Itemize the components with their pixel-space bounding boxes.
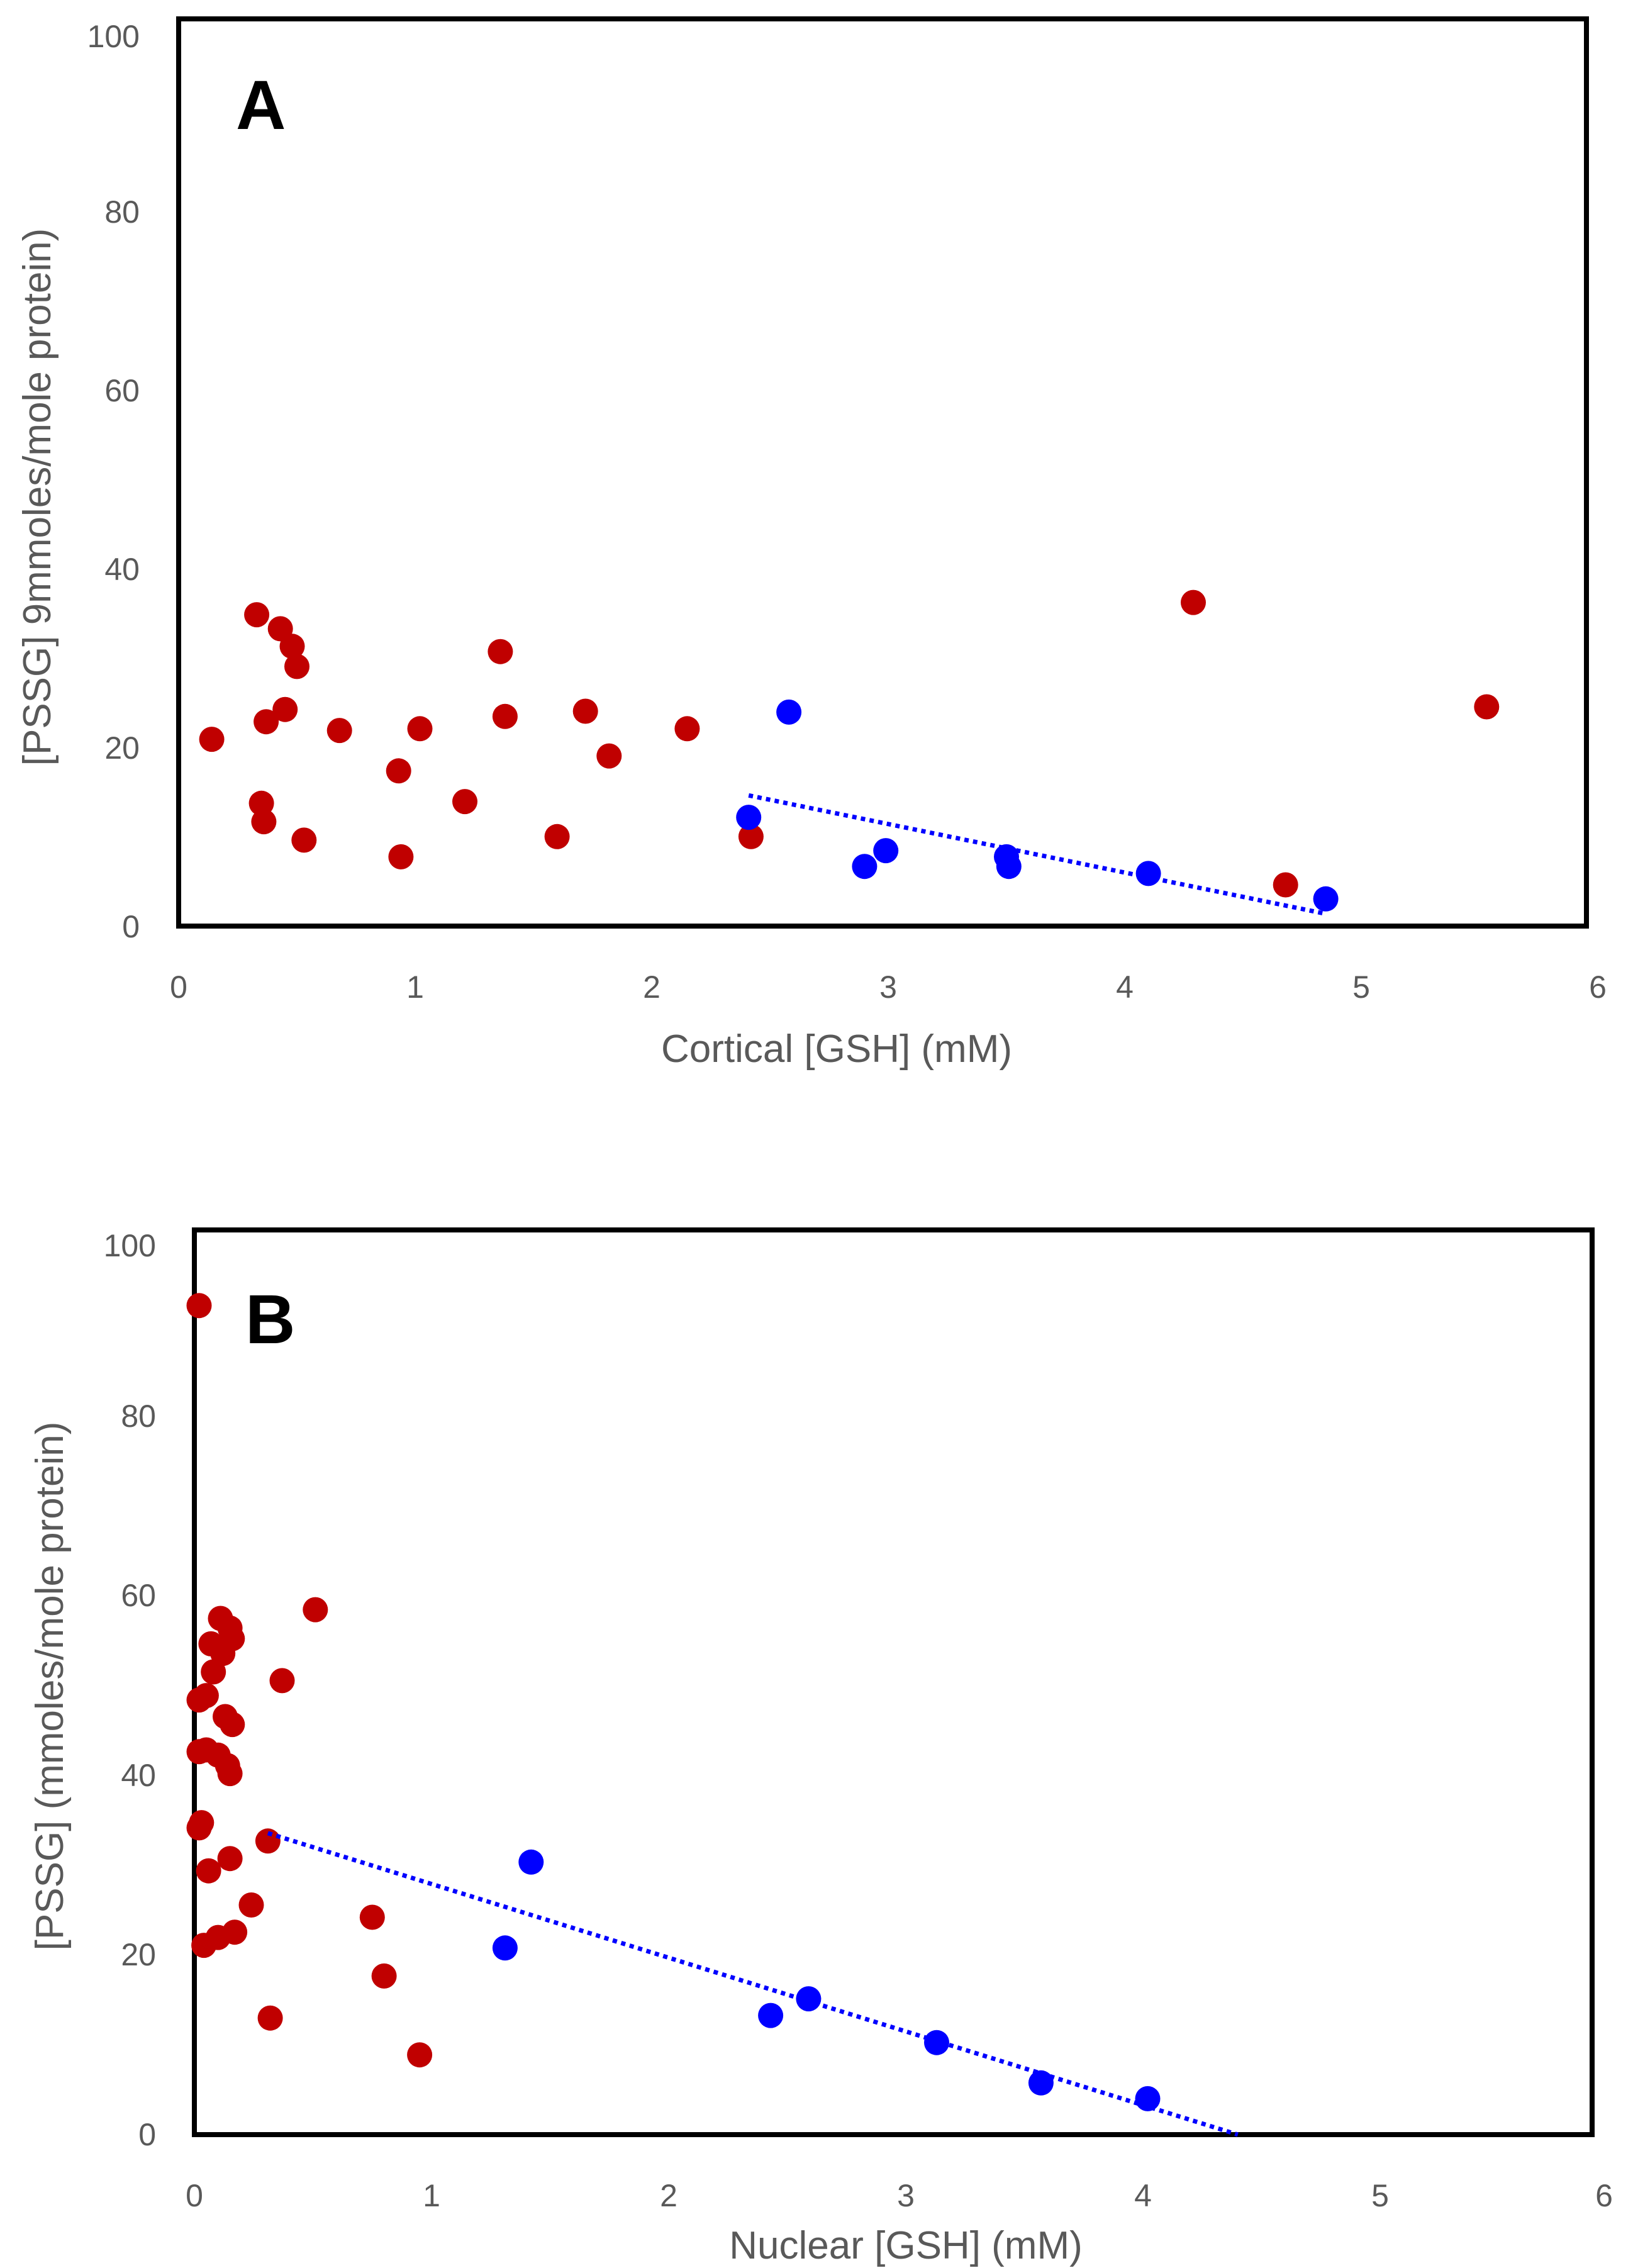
- chart-a-blue-point-0: [736, 805, 762, 830]
- chart-a-frame: [176, 16, 1589, 929]
- chart-a-red-point-6: [272, 696, 298, 722]
- chart-a-xtick-6: 6: [1589, 969, 1607, 1005]
- chart-a-red-point-14: [452, 789, 477, 815]
- chart-b-blue-point-2: [758, 2003, 784, 2028]
- chart-a-red-point-17: [544, 824, 570, 849]
- chart-b-red-point-24: [255, 1828, 281, 1854]
- chart-b-xtick-5: 5: [1371, 2178, 1389, 2213]
- chart-a-red-point-18: [572, 698, 598, 724]
- chart-a-xtick-2: 2: [643, 969, 660, 1005]
- chart-a-xtick-0: 0: [170, 969, 187, 1005]
- chart-b-blue-point-5: [1028, 2070, 1054, 2096]
- chart-b-xtick-0: 0: [186, 2178, 203, 2213]
- chart-a-red-point-24: [1474, 694, 1500, 720]
- chart-a-xtick-4: 4: [1116, 969, 1134, 1005]
- chart-a-x-axis-title: Cortical [GSH] (mM): [661, 1027, 1012, 1071]
- chart-b-red-point-23: [238, 1892, 264, 1918]
- chart-a-ytick-40: 40: [104, 552, 140, 587]
- chart-b-y-axis-title: [PSSG] (mmoles/mole protein): [28, 1422, 72, 1951]
- chart-a-red-point-15: [488, 639, 513, 664]
- chart-b-xtick-4: 4: [1134, 2178, 1152, 2213]
- chart-b-red-point-22: [222, 1919, 248, 1945]
- chart-b-red-point-26: [269, 1668, 295, 1694]
- chart-a-red-point-23: [1273, 872, 1298, 898]
- chart-a-ytick-100: 100: [87, 19, 140, 54]
- chart-a-blue-point-5: [996, 854, 1022, 880]
- chart-b-ytick-40: 40: [121, 1758, 156, 1793]
- chart-a-red-point-11: [386, 758, 411, 784]
- chart-b-ytick-80: 80: [121, 1399, 156, 1434]
- chart-b-red-point-28: [359, 1904, 385, 1930]
- chart-b-blue-point-4: [924, 2030, 949, 2055]
- chart-b-ytick-100: 100: [104, 1228, 156, 1263]
- chart-a-red-point-3: [251, 809, 277, 835]
- chart-a-red-point-1: [244, 602, 270, 628]
- chart-b-xtick-3: 3: [897, 2178, 915, 2213]
- chart-a-panel-label: A: [236, 67, 286, 144]
- chart-a: A 0 20 40 60 80 100 0 1 2 3 4 5 6 Cortic…: [16, 16, 1607, 1071]
- chart-b-ytick-0: 0: [138, 2117, 156, 2152]
- chart-b: B 0 20 40 60 80 100 0 1 2 3 4 5 6 Nuclea…: [28, 1227, 1613, 2267]
- chart-a-red-point-16: [492, 703, 518, 729]
- chart-a-xtick-1: 1: [406, 969, 424, 1005]
- chart-b-red-point-6: [193, 1683, 219, 1709]
- chart-b-red-point-8: [196, 1858, 221, 1884]
- chart-a-red-point-22: [1181, 589, 1206, 615]
- chart-b-red-point-20: [220, 1626, 245, 1651]
- chart-b-red-point-0: [186, 1293, 212, 1319]
- chart-b-red-point-21: [220, 1712, 245, 1738]
- chart-b-blue-point-0: [492, 1935, 518, 1961]
- chart-b-blue-point-1: [518, 1849, 544, 1875]
- chart-b-xtick-1: 1: [423, 2178, 440, 2213]
- chart-b-ytick-60: 60: [121, 1578, 156, 1613]
- chart-a-red-point-8: [284, 654, 309, 679]
- chart-a-red-point-12: [388, 844, 414, 869]
- chart-a-red-point-21: [738, 824, 764, 849]
- chart-b-blue-point-6: [1135, 2086, 1161, 2111]
- chart-a-red-point-4: [254, 709, 279, 735]
- chart-b-red-point-4: [189, 1810, 215, 1836]
- chart-a-blue-point-2: [852, 854, 878, 880]
- chart-b-red-point-29: [371, 1963, 397, 1989]
- chart-a-red-point-2: [248, 790, 274, 816]
- chart-b-red-point-27: [303, 1597, 328, 1623]
- chart-b-xtick-6: 6: [1595, 2178, 1613, 2213]
- chart-a-marks: [199, 589, 1500, 916]
- chart-b-trendline: [267, 1831, 1239, 2137]
- chart-a-ytick-60: 60: [104, 373, 140, 408]
- chart-a-red-point-20: [674, 716, 700, 742]
- chart-b-red-point-30: [407, 2042, 433, 2068]
- chart-a-red-point-13: [407, 716, 433, 742]
- chart-a-red-point-19: [596, 743, 622, 769]
- chart-a-red-point-0: [199, 727, 225, 752]
- chart-a-xtick-5: 5: [1352, 969, 1370, 1005]
- chart-b-frame: [192, 1227, 1595, 2137]
- chart-a-xtick-3: 3: [879, 969, 897, 1005]
- chart-b-xtick-2: 2: [660, 2178, 677, 2213]
- chart-a-trendline: [748, 793, 1327, 916]
- chart-a-y-axis-title: [PSSG] 9mmoles/mole protein): [16, 228, 59, 766]
- chart-a-blue-point-1: [776, 699, 802, 725]
- chart-b-ytick-20: 20: [121, 1937, 156, 1972]
- chart-b-red-point-18: [217, 1846, 243, 1872]
- chart-a-blue-point-7: [1313, 886, 1339, 912]
- chart-a-ytick-80: 80: [104, 194, 140, 230]
- chart-a-red-point-10: [326, 718, 352, 744]
- chart-a-ytick-20: 20: [104, 730, 140, 766]
- chart-b-marks: [186, 1293, 1239, 2137]
- chart-b-red-point-25: [257, 2005, 283, 2031]
- chart-b-x-axis-title: Nuclear [GSH] (mM): [729, 2224, 1082, 2267]
- chart-b-panel-label: B: [245, 1281, 295, 1358]
- chart-a-red-point-9: [291, 827, 317, 853]
- chart-a-red-point-7: [279, 634, 305, 659]
- chart-a-blue-point-3: [873, 838, 899, 864]
- chart-a-ytick-0: 0: [122, 909, 140, 944]
- chart-b-red-point-17: [217, 1761, 243, 1787]
